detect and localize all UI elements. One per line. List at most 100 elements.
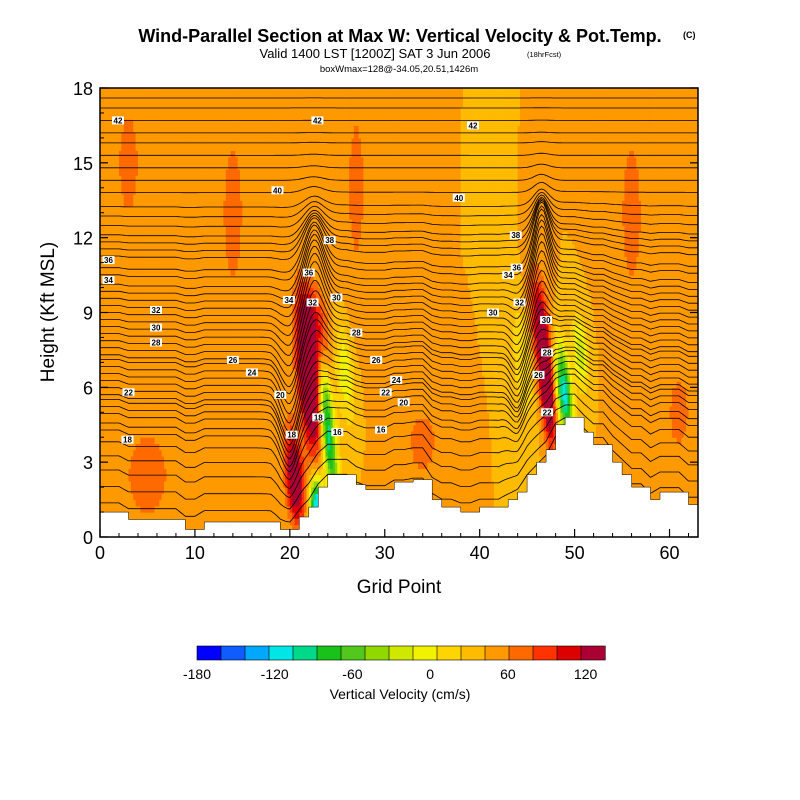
- heat-cell: [100, 137, 103, 145]
- heat-cell: [133, 150, 137, 158]
- heat-cell: [107, 306, 111, 314]
- heat-cell: [118, 206, 122, 214]
- heat-cell: [111, 412, 115, 420]
- heat-cell: [114, 293, 118, 301]
- heat-cell: [111, 374, 115, 382]
- heat-cell: [118, 225, 122, 233]
- heat-cell: [116, 418, 120, 426]
- heat-cell: [118, 437, 122, 445]
- heat-cell: [114, 487, 118, 494]
- heat-cell: [102, 430, 106, 438]
- heat-cell: [118, 393, 122, 401]
- heat-cell: [135, 324, 139, 332]
- heat-cell: [135, 125, 139, 133]
- heat-cell: [126, 206, 130, 214]
- heat-cell: [133, 362, 137, 370]
- heat-cell: [109, 462, 113, 470]
- heat-cell: [114, 474, 118, 482]
- heat-cell: [109, 362, 113, 370]
- heat-cell: [111, 144, 115, 151]
- heat-cell: [135, 194, 139, 201]
- heat-cell: [126, 262, 130, 270]
- heat-cell: [109, 412, 113, 420]
- heat-cell: [118, 474, 122, 482]
- heat-cell: [109, 250, 113, 257]
- heat-cell: [104, 156, 108, 164]
- heat-cell: [116, 156, 120, 164]
- heat-cell: [111, 243, 115, 251]
- heat-cell: [135, 387, 139, 395]
- heat-cell: [104, 406, 108, 413]
- heat-cell: [102, 194, 106, 201]
- heat-cell: [121, 100, 125, 108]
- heat-cell: [102, 406, 106, 413]
- heat-cell: [118, 381, 122, 388]
- heat-cell: [114, 144, 118, 151]
- heat-cell: [128, 324, 132, 332]
- heat-cell: [107, 387, 111, 395]
- heat-cell: [130, 268, 134, 276]
- heat-cell: [128, 250, 132, 257]
- heat-cell: [107, 443, 111, 451]
- heat-cell: [111, 106, 115, 114]
- heat-cell: [104, 381, 108, 388]
- heat-cell: [104, 306, 108, 314]
- heat-cell: [123, 418, 127, 426]
- heat-cell: [133, 287, 137, 295]
- heat-cell: [102, 100, 106, 108]
- heat-cell: [135, 144, 139, 151]
- heat-cell: [102, 487, 106, 494]
- heat-cell: [123, 449, 127, 457]
- heat-cell: [107, 88, 111, 95]
- heat-cell: [135, 119, 139, 127]
- heat-cell: [123, 368, 127, 376]
- heat-cell: [123, 200, 127, 208]
- heat-cell: [111, 424, 115, 432]
- heat-cell: [109, 349, 113, 357]
- heat-cell: [135, 505, 139, 513]
- heat-cell: [130, 337, 134, 345]
- heat-cell: [116, 256, 120, 264]
- heat-cell: [123, 112, 127, 120]
- heat-cell: [135, 156, 139, 164]
- heat-cell: [116, 250, 120, 257]
- heat-cell: [116, 206, 120, 214]
- heat-cell: [111, 137, 115, 145]
- heat-cell: [114, 275, 118, 282]
- heat-cell: [128, 162, 132, 170]
- heat-cell: [137, 512, 141, 519]
- heat-cell: [102, 480, 106, 488]
- heat-cell: [133, 293, 137, 301]
- heat-cell: [126, 137, 130, 145]
- heat-cell: [121, 206, 125, 214]
- heat-cell: [121, 137, 125, 145]
- heat-cell: [128, 243, 132, 251]
- heat-cell: [111, 468, 115, 476]
- heat-cell: [100, 262, 103, 270]
- heat-cell: [100, 399, 103, 407]
- heat-cell: [102, 393, 106, 401]
- heat-cell: [126, 268, 130, 276]
- heat-cell: [100, 324, 103, 332]
- heat-cell: [130, 468, 134, 476]
- heat-cell: [128, 125, 132, 133]
- heat-cell: [128, 175, 132, 183]
- heat-cell: [118, 349, 122, 357]
- heat-cell: [121, 243, 125, 251]
- heat-cell: [130, 293, 134, 301]
- heat-cell: [111, 399, 115, 407]
- heat-cell: [114, 243, 118, 251]
- heat-cell: [109, 300, 113, 307]
- heat-cell: [133, 88, 137, 95]
- heat-cell: [109, 187, 113, 195]
- heat-cell: [100, 474, 103, 482]
- heat-cell: [126, 106, 130, 114]
- heat-cell: [118, 312, 122, 320]
- heat-cell: [121, 324, 125, 332]
- heat-cell: [100, 505, 103, 513]
- heat-cell: [114, 162, 118, 170]
- heat-cell: [130, 487, 134, 494]
- heat-cell: [104, 424, 108, 432]
- heat-cell: [114, 399, 118, 407]
